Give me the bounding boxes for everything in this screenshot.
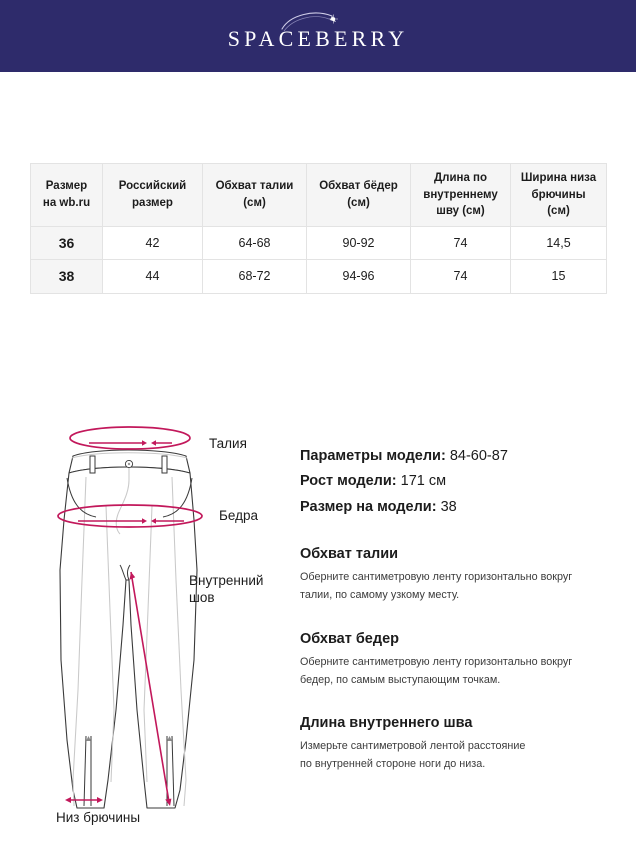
desc-line: бедер, по самым выступающим точкам.: [300, 673, 501, 686]
model-height-label: Рост модели:: [300, 473, 397, 490]
inseam-measure-overlay: [129, 571, 172, 806]
model-param-value: 84-60-87: [449, 448, 508, 464]
measure-block-inseam: Длина внутреннего шва Измерьте сантиметр…: [300, 715, 620, 774]
cell-russian-size: 42: [102, 226, 203, 261]
size-table-container: Размер на wb.ru Российский размер Обхват…: [30, 162, 607, 294]
model-size-value: 38: [440, 498, 457, 515]
header-line: шву (см): [436, 205, 485, 218]
header-line: внутреннему: [423, 188, 498, 201]
brand-name: SPACEBERRY: [227, 26, 409, 51]
cell-russian-size: 44: [102, 259, 203, 294]
trousers-diagram: Талия Бедра Внутренний шов Низ брючины: [34, 410, 294, 840]
measure-block-waist: Обхват талии Оберните сантиметровую лент…: [300, 546, 620, 605]
page-header: SPACEBERRY: [0, 0, 636, 72]
measure-title-waist: Обхват талии: [300, 546, 399, 563]
measure-title-inseam: Длина внутреннего шва: [300, 715, 473, 732]
header-line: брючины: [531, 188, 586, 201]
model-height-row: Рост модели: 171 см: [300, 469, 620, 494]
crotch-seam: [119, 564, 131, 581]
measurement-guide-section: Талия Бедра Внутренний шов Низ брючины П…: [0, 400, 636, 848]
column-header-inseam-length: Длина по внутреннему шву (см): [410, 162, 511, 228]
size-table-head: Размер на wb.ru Российский размер Обхват…: [30, 162, 607, 228]
label-waist: Талия: [209, 436, 247, 451]
size-table-body: 36 42 64-68 90-92 74 14,5 38 44 68-72 94…: [30, 226, 607, 294]
cell-hips: 94-96: [306, 259, 411, 294]
cell-inseam-length: 74: [410, 226, 511, 261]
column-header-hips: Обхват бёдер (см): [306, 162, 411, 228]
model-size-row: Размер на модели: 38: [300, 495, 620, 520]
model-param-row: Параметры модели: 84-60-87: [300, 444, 620, 469]
measure-title-hips: Обхват бедер: [300, 630, 400, 647]
header-line: размер: [132, 197, 173, 209]
cell-inseam-length: 74: [410, 259, 511, 294]
cell-hips: 90-92: [306, 226, 411, 261]
desc-line: Измерьте сантиметровой лентой расстояние: [300, 740, 526, 753]
trousers-outline: [59, 449, 198, 809]
waistband-details: [89, 455, 168, 535]
desc-line: талии, по самому узкому месту.: [300, 588, 460, 601]
label-inseam-line2: шов: [189, 590, 215, 605]
desc-line: Оберните сантиметровую ленту горизонталь…: [300, 655, 573, 668]
pocket-lines: [66, 477, 193, 518]
column-header-waist: Обхват талии (см): [202, 162, 307, 228]
trousers-diagram-svg: Талия Бедра Внутренний шов Низ брючины: [56, 426, 263, 825]
model-height-value: 171 см: [400, 473, 447, 490]
label-hem: Низ брючины: [56, 810, 140, 825]
header-line: (см): [243, 197, 266, 209]
waist-measure-overlay: [69, 426, 191, 450]
header-line: (см): [547, 205, 570, 218]
table-row: 36 42 64-68 90-92 74 14,5: [30, 226, 607, 261]
fly-line: [115, 468, 130, 535]
measure-block-hips: Обхват бедер Оберните сантиметровую лент…: [300, 631, 620, 690]
measure-desc-hips: Оберните сантиметровую ленту горизонталь…: [300, 654, 620, 690]
header-line: Обхват бёдер: [319, 180, 398, 193]
model-info-column: Параметры модели: 84-60-87 Рост модели: …: [300, 444, 620, 774]
cell-waist: 68-72: [202, 259, 307, 294]
column-header-wb-size: Размер на wb.ru: [30, 162, 103, 228]
desc-line: по внутренней стороне ноги до низа.: [300, 758, 486, 771]
header-line: (см): [347, 197, 370, 209]
header-line: Российский: [118, 180, 187, 193]
cell-waist: 64-68: [202, 226, 307, 261]
header-line: Ширина низа: [520, 172, 597, 184]
hips-measure-overlay: [57, 504, 203, 528]
desc-line: Оберните сантиметровую ленту горизонталь…: [300, 571, 573, 584]
model-param-label: Параметры модели:: [300, 448, 446, 464]
cell-wb-size: 38: [30, 259, 103, 294]
brand-logo[interactable]: SPACEBERRY: [227, 12, 409, 51]
size-table: Размер на wb.ru Российский размер Обхват…: [30, 162, 607, 294]
header-line: Длина по: [433, 172, 488, 184]
hem-measure-overlay: [65, 797, 103, 803]
measure-desc-waist: Оберните сантиметровую ленту горизонталь…: [300, 569, 620, 605]
label-hips: Бедра: [219, 508, 258, 523]
table-header-row: Размер на wb.ru Российский размер Обхват…: [30, 162, 607, 228]
column-header-russian-size: Российский размер: [102, 162, 203, 228]
label-inseam-line1: Внутренний: [189, 573, 263, 588]
cell-hem-width: 15: [510, 259, 607, 294]
column-header-hem-width: Ширина низа брючины (см): [510, 162, 607, 228]
header-line: на wb.ru: [42, 197, 91, 209]
model-size-label: Размер на модели:: [300, 498, 437, 515]
cell-wb-size: 36: [30, 226, 103, 261]
table-row: 38 44 68-72 94-96 74 15: [30, 259, 607, 294]
measure-desc-inseam: Измерьте сантиметровой лентой расстояние…: [300, 738, 620, 774]
header-line: Размер: [45, 180, 88, 193]
cell-hem-width: 14,5: [510, 226, 607, 261]
header-line: Обхват талии: [215, 180, 294, 193]
